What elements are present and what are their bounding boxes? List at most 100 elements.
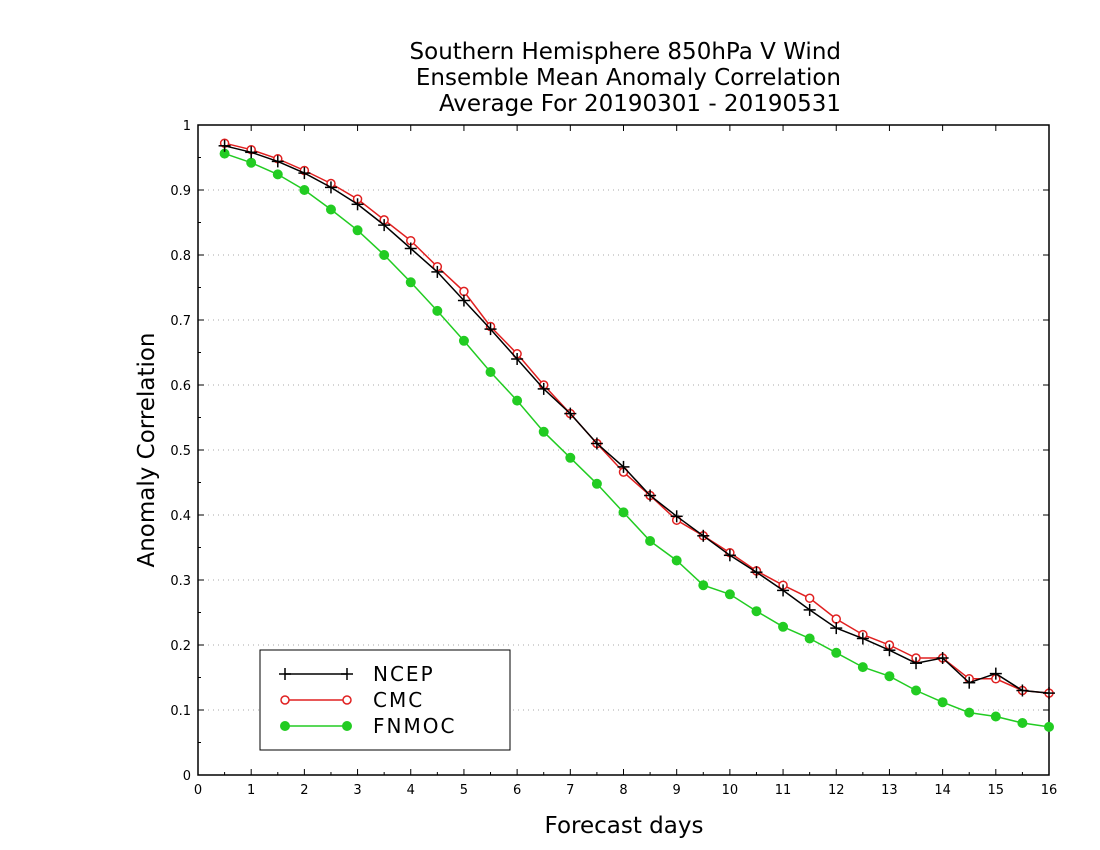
data-point-fnmoc: [458, 335, 469, 346]
data-point-ncep: [351, 198, 364, 211]
data-point-ncep: [590, 437, 603, 450]
data-point-fnmoc: [698, 580, 709, 591]
legend-label-fnmoc: FNMOC: [373, 714, 456, 738]
x-tick-label: 6: [513, 783, 521, 798]
data-point-ncep: [298, 167, 311, 180]
x-tick-label: 9: [673, 783, 681, 798]
data-point-ncep: [324, 181, 337, 194]
data-point-cmc: [459, 286, 469, 297]
data-point-ncep: [511, 353, 524, 365]
data-point-ncep: [245, 146, 258, 159]
legend-item-ncep: NCEP: [279, 662, 435, 686]
data-point-ncep: [617, 460, 630, 473]
data-point-fnmoc: [272, 169, 283, 180]
data-point-ncep: [404, 242, 417, 255]
data-point-fnmoc: [911, 685, 922, 696]
x-tick-label: 5: [460, 783, 468, 798]
data-point-ncep: [750, 566, 763, 579]
data-point-ncep: [830, 622, 843, 635]
grid: [198, 189, 1049, 711]
legend-marker: [342, 695, 352, 705]
legend-label-cmc: CMC: [373, 688, 424, 712]
data-point-fnmoc: [246, 157, 257, 168]
data-point-ncep: [697, 529, 710, 542]
data-point-ncep: [936, 652, 949, 664]
data-point-fnmoc: [804, 633, 815, 644]
legend-marker: [279, 668, 291, 680]
data-point-ncep: [1043, 687, 1055, 700]
y-tick-label: 0.1: [170, 704, 191, 719]
title-line-3: Average For 20190301 - 20190531: [439, 91, 841, 117]
title-line-2: Ensemble Mean Anomaly Correlation: [416, 65, 841, 91]
data-point-fnmoc: [1017, 718, 1028, 728]
data-point-fnmoc: [857, 662, 868, 673]
data-point-ncep: [378, 219, 391, 232]
data-point-fnmoc: [299, 185, 310, 195]
x-tick-label: 4: [407, 783, 415, 798]
data-point-fnmoc: [884, 671, 895, 682]
data-point-ncep: [457, 294, 470, 307]
data-point-fnmoc: [990, 711, 1001, 722]
x-tick-label: 7: [566, 783, 574, 798]
data-point-fnmoc: [405, 277, 416, 288]
data-point-fnmoc: [645, 536, 656, 546]
data-point-ncep: [723, 549, 736, 562]
y-tick-label: 0.5: [170, 444, 191, 459]
x-tick-label: 3: [353, 783, 361, 798]
y-axis-label: Anomaly Correlation: [134, 332, 160, 567]
x-tick-label: 16: [1041, 783, 1058, 798]
data-point-cmc: [831, 614, 841, 624]
data-point-fnmoc: [591, 478, 602, 489]
title-line-1: Southern Hemisphere 850hPa V Wind: [410, 39, 841, 65]
legend-marker: [280, 695, 290, 705]
data-point-fnmoc: [325, 204, 336, 215]
data-point-fnmoc: [379, 250, 390, 260]
data-point-fnmoc: [618, 507, 629, 518]
series-line-cmc: [224, 142, 1050, 694]
series-cmc: [219, 138, 1054, 698]
y-tick-label: 1: [183, 119, 191, 134]
data-point-ncep: [910, 657, 923, 670]
data-point-ncep: [271, 155, 284, 168]
y-tick-label: 0.4: [170, 509, 191, 524]
data-point-ncep: [484, 323, 497, 336]
data-point-ncep: [537, 382, 550, 395]
series-line-fnmoc: [224, 152, 1050, 728]
series-fnmoc: [219, 148, 1054, 732]
data-point-ncep: [431, 265, 444, 278]
data-point-fnmoc: [1044, 721, 1054, 732]
x-tick-label: 11: [775, 783, 792, 798]
data-point-ncep: [670, 510, 683, 523]
x-tick-label: 10: [722, 783, 739, 798]
data-point-ncep: [883, 644, 896, 657]
data-point-ncep: [856, 632, 869, 645]
legend-item-fnmoc: FNMOC: [280, 714, 456, 738]
data-point-ncep: [1016, 684, 1029, 697]
data-point-fnmoc: [432, 305, 443, 316]
x-tick-label: 2: [300, 783, 308, 798]
chart-title: Southern Hemisphere 850hPa V Wind Ensemb…: [410, 39, 841, 117]
legend-label-ncep: NCEP: [373, 662, 435, 686]
x-tick-label: 14: [934, 783, 951, 798]
data-point-fnmoc: [964, 707, 975, 718]
data-point-fnmoc: [538, 426, 549, 437]
y-tick-label: 0.7: [170, 314, 191, 329]
data-point-ncep: [564, 407, 577, 420]
y-tick-label: 0.9: [170, 184, 191, 199]
data-point-fnmoc: [751, 606, 762, 617]
x-tick-label: 8: [619, 783, 627, 798]
y-tick-label: 0.2: [170, 639, 191, 654]
data-point-fnmoc: [831, 647, 842, 658]
axis-ticks: 0 1 2 3 4 5 6 7 8 9 10 11 12 13 14 15 1600.10.20.30.40.5…: [170, 119, 1057, 798]
data-point-fnmoc: [671, 555, 682, 566]
x-tick-label: 1: [247, 783, 255, 798]
data-point-fnmoc: [565, 452, 576, 463]
series-ncep: [218, 139, 1055, 700]
data-point-fnmoc: [352, 225, 363, 236]
x-tick-label: 0: [194, 783, 202, 798]
series-line-ncep: [224, 145, 1050, 694]
data-point-fnmoc: [778, 621, 789, 632]
data-point-ncep: [644, 489, 657, 502]
